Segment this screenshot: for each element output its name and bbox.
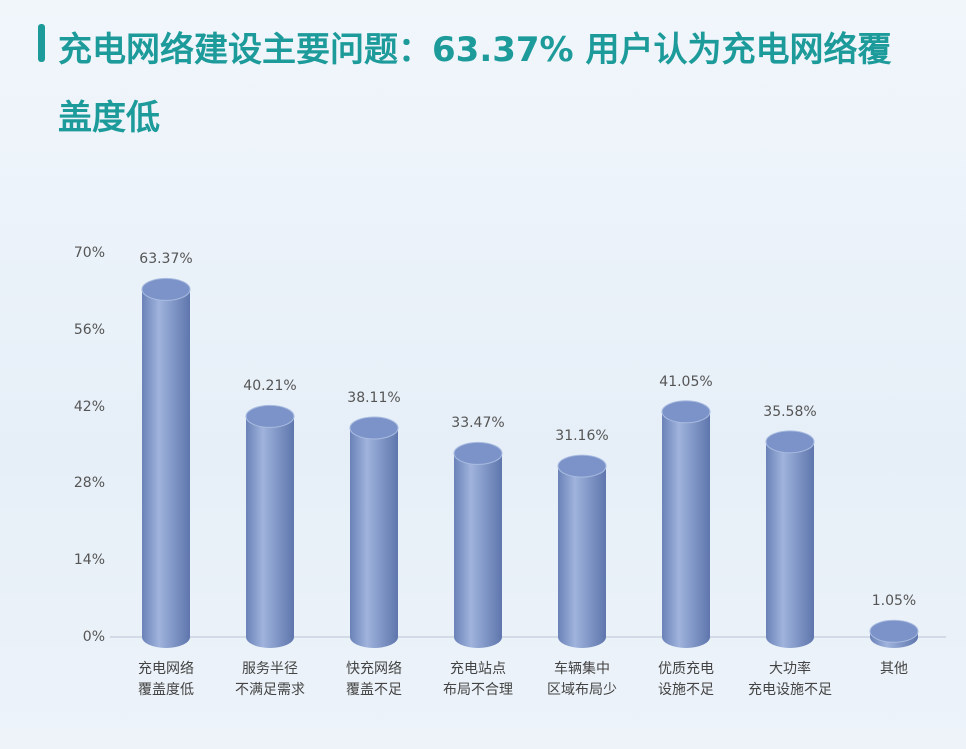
bar [142, 289, 190, 637]
x-tick-label: 大功率 充电设施不足 [748, 661, 832, 698]
x-tick-label: 充电站点 布局不合理 [443, 661, 513, 698]
bar [454, 453, 502, 637]
x-tick-label: 服务半径 不满足需求 [235, 661, 305, 698]
x-tick-label: 快充网络 覆盖不足 [346, 661, 402, 698]
value-label: 33.47% [451, 415, 505, 432]
bar-top [869, 619, 919, 643]
bar [350, 427, 398, 637]
chart-title: 充电网络建设主要问题：63.37% 用户认为充电网络覆盖度低 [58, 30, 892, 138]
bar [246, 416, 294, 637]
y-tick-label: 42% [73, 398, 105, 415]
y-tick-label: 56% [73, 321, 105, 338]
value-label: 63.37% [139, 251, 193, 268]
value-label: 38.11% [347, 389, 401, 406]
bar [766, 441, 814, 637]
x-tick-label: 充电网络 覆盖度低 [138, 661, 194, 698]
x-tick-label: 车辆集中 区域布局少 [547, 661, 617, 698]
bar-top [765, 430, 815, 454]
value-label: 31.16% [555, 428, 609, 445]
value-label: 35.58% [763, 403, 817, 420]
y-tick-label: 28% [73, 475, 105, 492]
bar-top [349, 416, 399, 440]
bar-top [453, 441, 503, 465]
value-label: 1.05% [871, 593, 917, 610]
bar [662, 411, 710, 637]
bar-top [245, 404, 295, 428]
bar-top [141, 277, 191, 301]
value-label: 40.21% [243, 378, 297, 395]
x-tick-label: 其他 [880, 661, 908, 677]
value-label: 41.05% [659, 373, 713, 390]
bar [558, 466, 606, 637]
y-tick-label: 14% [73, 552, 105, 569]
bar-top [557, 454, 607, 478]
bar-top [661, 400, 711, 424]
title-accent [38, 24, 45, 62]
x-tick-label: 优质充电 设施不足 [658, 661, 714, 698]
y-tick-label: 70% [73, 245, 105, 261]
y-tick-label: 0% [82, 629, 105, 645]
